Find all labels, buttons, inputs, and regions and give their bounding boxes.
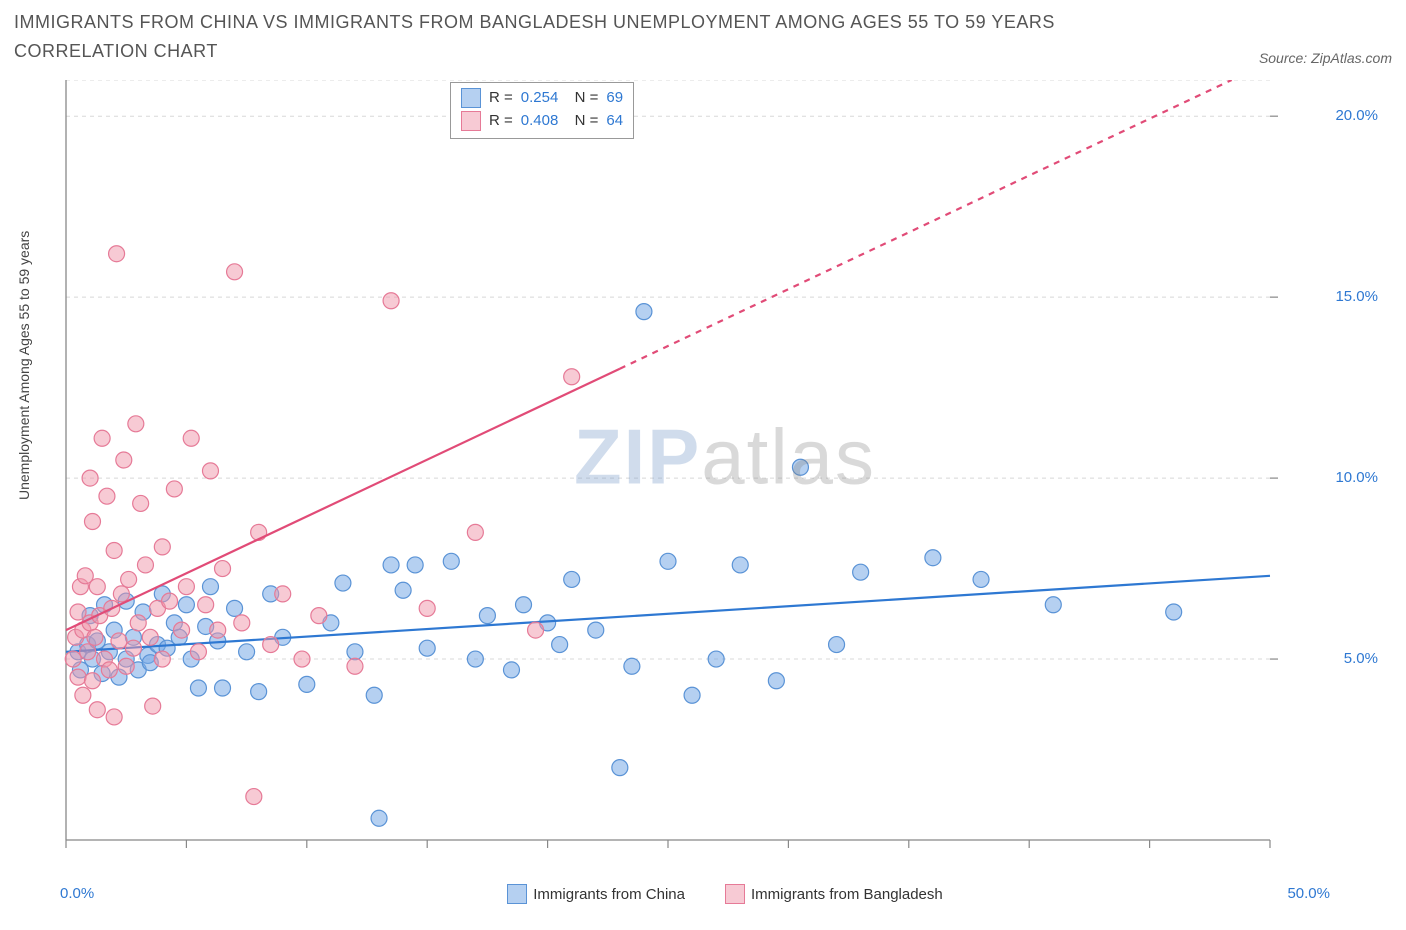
x-max-label: 50.0% bbox=[1287, 885, 1330, 902]
x-min-label: 0.0% bbox=[60, 885, 94, 902]
swatch-china bbox=[461, 88, 481, 108]
bottom-legend: Immigrants from China Immigrants from Ba… bbox=[60, 884, 1390, 904]
legend-item-china: Immigrants from China bbox=[507, 884, 685, 904]
y-10-label: 10.0% bbox=[1335, 469, 1378, 486]
legend-swatch-bangladesh bbox=[725, 884, 745, 904]
scatter-plot-svg bbox=[60, 80, 1330, 870]
source-label: Source: ZipAtlas.com bbox=[1259, 50, 1392, 66]
r-bangladesh: 0.408 bbox=[521, 110, 559, 133]
stats-row-china: R = 0.254 N = 69 bbox=[461, 87, 623, 110]
y-15-label: 15.0% bbox=[1335, 288, 1378, 305]
legend-label-china: Immigrants from China bbox=[533, 886, 685, 903]
legend-swatch-china bbox=[507, 884, 527, 904]
chart-title: IMMIGRANTS FROM CHINA VS IMMIGRANTS FROM… bbox=[14, 8, 1134, 66]
legend-label-bangladesh: Immigrants from Bangladesh bbox=[751, 886, 943, 903]
stats-legend-box: R = 0.254 N = 69 R = 0.408 N = 64 bbox=[450, 82, 634, 139]
r-china: 0.254 bbox=[521, 87, 559, 110]
y-20-label: 20.0% bbox=[1335, 107, 1378, 124]
chart-area: Unemployment Among Ages 55 to 59 years Z… bbox=[60, 80, 1390, 900]
y-5-label: 5.0% bbox=[1344, 650, 1378, 667]
header-row: IMMIGRANTS FROM CHINA VS IMMIGRANTS FROM… bbox=[0, 0, 1406, 66]
swatch-bangladesh bbox=[461, 111, 481, 131]
n-bangladesh: 64 bbox=[606, 110, 623, 133]
y-axis-label: Unemployment Among Ages 55 to 59 years bbox=[16, 231, 32, 500]
stats-row-bangladesh: R = 0.408 N = 64 bbox=[461, 110, 623, 133]
n-china: 69 bbox=[606, 87, 623, 110]
legend-item-bangladesh: Immigrants from Bangladesh bbox=[725, 884, 943, 904]
